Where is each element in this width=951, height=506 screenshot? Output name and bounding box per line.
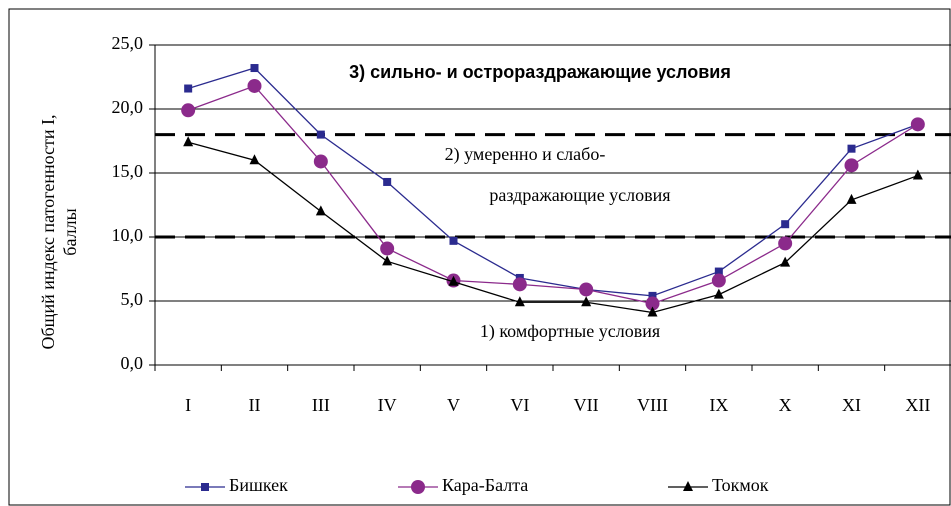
marker [315,205,326,216]
x-tick-label: X [779,395,792,415]
marker [380,241,395,256]
marker [912,169,923,180]
x-tick-label: IX [709,395,728,415]
y-tick-label: 0,0 [121,353,144,373]
marker [183,136,194,147]
legend-marker [201,483,209,491]
x-tick-label: VIII [637,395,668,415]
chart-frame [8,8,951,506]
marker [579,282,594,297]
annotation: раздражающие условия [489,185,670,205]
annotation: 3) сильно- и острораздражающие условия [349,62,731,82]
marker [844,158,859,173]
x-tick-label: VI [510,395,529,415]
marker [778,236,793,251]
legend-label: Токмок [712,475,769,495]
y-axis-label: баллы [60,208,80,255]
legend-marker [683,481,693,491]
legend-label: Кара-Балта [442,475,528,495]
marker [247,78,262,93]
marker [448,275,459,286]
marker [514,296,525,307]
y-tick-label: 20,0 [112,97,144,117]
series-line [187,67,919,297]
y-axis-label: Общий индекс патогенности I, [38,114,58,349]
y-tick-label: 5,0 [121,289,144,309]
y-tick-label: 25,0 [112,33,144,53]
annotation: 1) комфортные условия [480,321,660,342]
y-tick-label: 10,0 [112,225,144,245]
x-tick-label: IV [378,395,397,415]
marker [383,177,392,186]
marker [250,64,259,73]
x-tick-label: XI [842,395,861,415]
x-tick-label: III [312,395,330,415]
marker [910,117,925,132]
marker [184,84,193,93]
x-tick-label: II [249,395,261,415]
marker [711,273,726,288]
legend-label: Бишкек [229,475,288,495]
marker [713,288,724,299]
marker [512,277,527,292]
marker [449,236,458,245]
marker [382,255,393,266]
marker [316,130,325,139]
y-tick-label: 15,0 [112,161,144,181]
marker [781,220,790,229]
marker [846,193,857,204]
marker [647,306,658,317]
marker [847,144,856,153]
marker [313,154,328,169]
x-tick-label: V [447,395,460,415]
marker [648,291,657,300]
marker [581,296,592,307]
x-tick-label: VII [574,395,599,415]
marker [181,103,196,118]
x-tick-label: XII [905,395,930,415]
annotation: 2) умеренно и слабо- [445,144,606,165]
series-line [187,141,919,314]
x-tick-label: I [185,395,191,415]
marker [780,256,791,267]
marker [645,296,660,311]
marker [249,154,260,165]
marker [714,267,723,276]
series-line [187,85,919,305]
legend-marker [411,480,425,494]
